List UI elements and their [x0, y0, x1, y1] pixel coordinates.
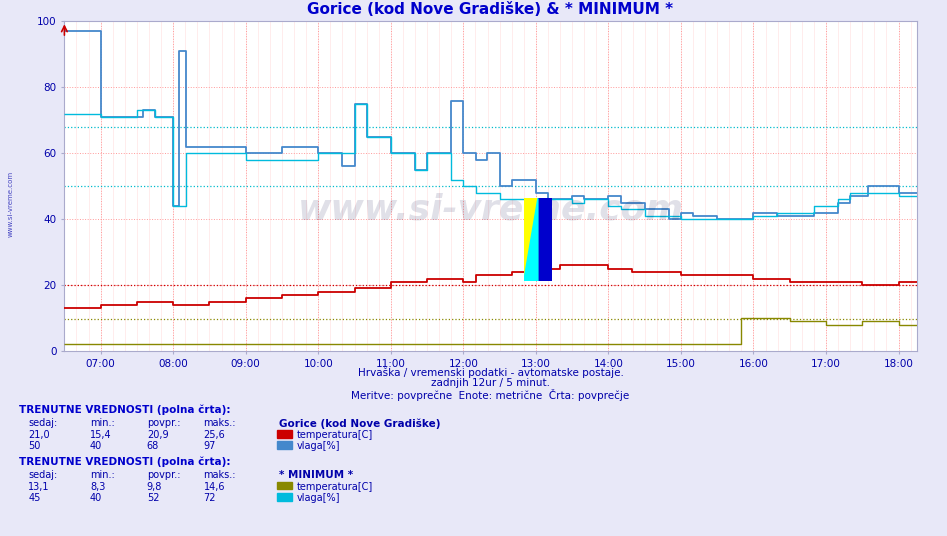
Text: 13,1: 13,1	[28, 482, 50, 492]
Text: min.:: min.:	[90, 418, 115, 428]
Text: 8,3: 8,3	[90, 482, 105, 492]
Title: Gorice (kod Nove Gradiške) & * MINIMUM *: Gorice (kod Nove Gradiške) & * MINIMUM *	[308, 3, 673, 18]
Text: 72: 72	[204, 493, 216, 503]
Text: Meritve: povprečne  Enote: metrične  Črta: povprečje: Meritve: povprečne Enote: metrične Črta:…	[351, 389, 630, 400]
Text: maks.:: maks.:	[204, 418, 236, 428]
Text: www.si-vreme.com: www.si-vreme.com	[8, 170, 13, 237]
Text: vlaga[%]: vlaga[%]	[296, 441, 340, 451]
Text: 21,0: 21,0	[28, 430, 50, 440]
Text: 25,6: 25,6	[204, 430, 225, 440]
Text: 97: 97	[204, 441, 216, 451]
Text: 45: 45	[28, 493, 41, 503]
Text: temperatura[C]: temperatura[C]	[296, 482, 373, 492]
Bar	[524, 198, 538, 281]
Text: 15,4: 15,4	[90, 430, 112, 440]
Text: maks.:: maks.:	[204, 470, 236, 480]
Text: 50: 50	[28, 441, 41, 451]
Text: 20,9: 20,9	[147, 430, 169, 440]
Text: sedaj:: sedaj:	[28, 470, 58, 480]
Text: 40: 40	[90, 493, 102, 503]
Text: zadnjih 12ur / 5 minut.: zadnjih 12ur / 5 minut.	[431, 378, 550, 388]
Polygon shape	[524, 198, 538, 281]
Text: vlaga[%]: vlaga[%]	[296, 493, 340, 503]
Text: temperatura[C]: temperatura[C]	[296, 430, 373, 440]
Text: 14,6: 14,6	[204, 482, 225, 492]
Text: 52: 52	[147, 493, 159, 503]
Text: * MINIMUM *: * MINIMUM *	[279, 470, 353, 480]
Text: TRENUTNE VREDNOSTI (polna črta):: TRENUTNE VREDNOSTI (polna črta):	[19, 457, 230, 467]
Text: 68: 68	[147, 441, 159, 451]
Text: Gorice (kod Nove Gradiške): Gorice (kod Nove Gradiške)	[279, 418, 441, 429]
Text: sedaj:: sedaj:	[28, 418, 58, 428]
Text: povpr.:: povpr.:	[147, 470, 180, 480]
Text: povpr.:: povpr.:	[147, 418, 180, 428]
Text: 40: 40	[90, 441, 102, 451]
Text: min.:: min.:	[90, 470, 115, 480]
Text: www.si-vreme.com: www.si-vreme.com	[297, 192, 684, 226]
Text: Hrvaška / vremenski podatki - avtomatske postaje.: Hrvaška / vremenski podatki - avtomatske…	[358, 367, 623, 378]
Text: 9,8: 9,8	[147, 482, 162, 492]
Bar	[538, 198, 552, 281]
Text: TRENUTNE VREDNOSTI (polna črta):: TRENUTNE VREDNOSTI (polna črta):	[19, 405, 230, 415]
